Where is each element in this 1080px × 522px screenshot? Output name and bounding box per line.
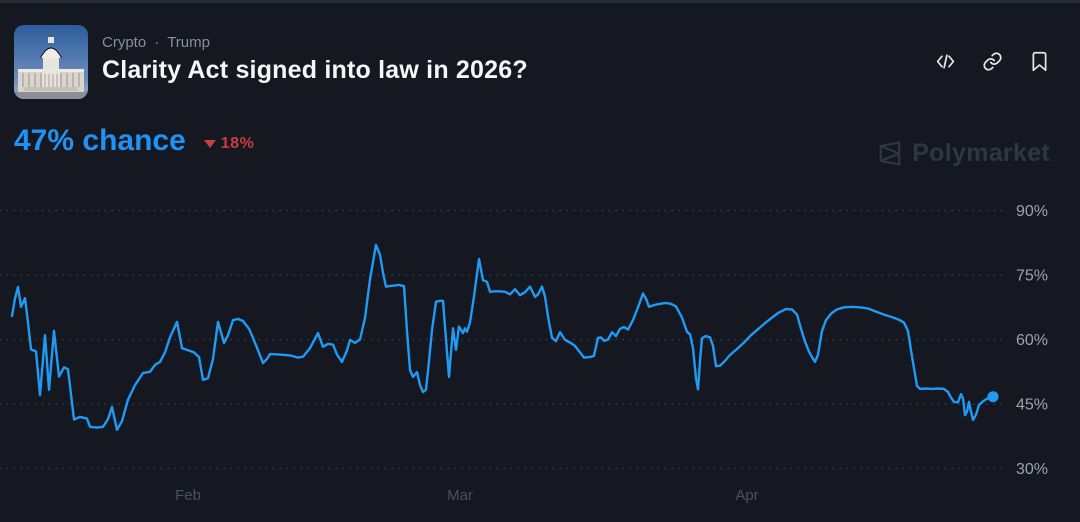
market-thumbnail[interactable] <box>14 25 88 99</box>
market-title: Clarity Act signed into law in 2026? <box>102 56 528 84</box>
current-point-dot <box>987 391 999 403</box>
x-axis-label: Feb <box>175 487 201 504</box>
breadcrumb-crypto[interactable]: Crypto <box>102 34 147 51</box>
y-axis-label: 30% <box>1016 461 1048 478</box>
probability-line <box>10 243 995 431</box>
y-axis-label: 90% <box>1016 203 1048 220</box>
bookmark-icon <box>1032 51 1047 72</box>
y-axis-label: 75% <box>1016 268 1048 285</box>
breadcrumb-separator: · <box>154 34 160 51</box>
y-axis-label: 60% <box>1016 332 1048 349</box>
price-change-value: 18% <box>220 134 255 152</box>
x-axis-label: Apr <box>735 487 758 504</box>
copy-link-button[interactable] <box>982 51 1003 72</box>
breadcrumb-trump[interactable]: Trump <box>167 34 210 51</box>
bookmark-button[interactable] <box>1029 51 1050 72</box>
widget-top-border <box>0 0 1080 3</box>
down-arrow-icon <box>203 139 216 148</box>
y-axis-label: 45% <box>1016 397 1048 414</box>
polymarket-watermark[interactable]: Polymarket <box>878 139 1050 168</box>
breadcrumb: Crypto · Trump <box>102 34 210 51</box>
embed-button[interactable] <box>935 51 956 72</box>
header-actions <box>935 51 1050 72</box>
code-icon <box>936 54 955 69</box>
price-change: 18% <box>203 134 255 153</box>
capitol-building-image <box>14 25 88 99</box>
x-axis-label: Mar <box>447 487 473 504</box>
polymarket-logo-icon <box>879 141 901 166</box>
chance-value: 47% chance <box>14 124 186 157</box>
price-row: 47% chance 18% <box>14 124 254 158</box>
link-icon <box>983 52 1002 71</box>
polymarket-brand-text: Polymarket <box>912 139 1050 167</box>
